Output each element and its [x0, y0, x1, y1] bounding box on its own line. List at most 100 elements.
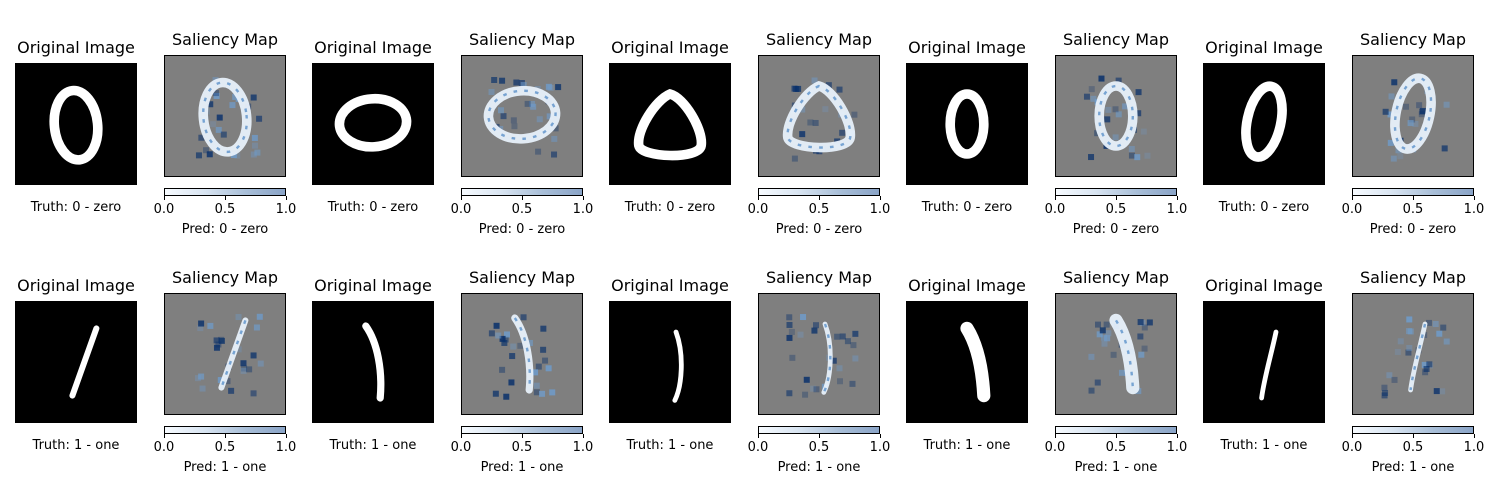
colorbar-tick-label: 0.5: [511, 440, 533, 455]
colorbar-tick-mark: [1116, 196, 1117, 200]
truth-label: Truth: 1 - one: [626, 438, 714, 453]
saliency-map: [461, 55, 583, 177]
colorbar-tick-mark: [225, 196, 226, 200]
truth-label: Truth: 0 - zero: [327, 200, 419, 215]
saliency-map-title: Saliency Map: [766, 30, 872, 49]
original-image-title: Original Image: [908, 38, 1026, 57]
colorbar-tick-mark: [522, 434, 523, 438]
colorbar-tick-mark: [1116, 434, 1117, 438]
original-image-title: Original Image: [908, 276, 1026, 295]
colorbar-tick-label: 0.0: [1044, 440, 1066, 455]
original-image: [15, 301, 137, 423]
original-image-title: Original Image: [17, 276, 135, 295]
original-image-title: Original Image: [17, 38, 135, 57]
colorbar: [1055, 426, 1177, 434]
original-image-title: Original Image: [314, 38, 432, 57]
colorbar-tick-mark: [819, 196, 820, 200]
pred-label: Pred: 1 - one: [183, 460, 267, 475]
colorbar-tick-mark: [1055, 196, 1056, 200]
original-image: [609, 63, 731, 185]
original-image: [609, 301, 731, 423]
truth-label: Truth: 0 - zero: [624, 200, 716, 215]
colorbar-tick-mark: [880, 196, 881, 200]
colorbar-tick-label: 0.5: [214, 202, 236, 217]
colorbar-tick-mark: [1352, 434, 1353, 438]
pred-label: Pred: 1 - one: [777, 460, 861, 475]
pred-label: Pred: 1 - one: [480, 460, 564, 475]
colorbar-tick-mark: [1055, 434, 1056, 438]
colorbar-tick-mark: [522, 196, 523, 200]
colorbar-tick-label: 0.5: [1402, 202, 1424, 217]
colorbar: [758, 188, 880, 196]
colorbar-tick-mark: [1413, 196, 1414, 200]
colorbar-tick-mark: [225, 434, 226, 438]
colorbar-tick-label: 0.0: [1341, 202, 1363, 217]
pred-label: Pred: 0 - zero: [1369, 222, 1457, 237]
original-image-title: Original Image: [1205, 276, 1323, 295]
truth-label: Truth: 0 - zero: [1218, 200, 1310, 215]
colorbar-tick-label: 0.0: [450, 440, 472, 455]
colorbar-tick-label: 0.5: [808, 440, 830, 455]
saliency-map-title: Saliency Map: [766, 268, 872, 287]
colorbar-tick-label: 0.0: [153, 202, 175, 217]
saliency-map: [1055, 55, 1177, 177]
original-image: [312, 301, 434, 423]
saliency-map: [1055, 293, 1177, 415]
colorbar-tick-label: 1.0: [1166, 440, 1188, 455]
colorbar-tick-label: 1.0: [1166, 202, 1188, 217]
colorbar-tick-mark: [164, 434, 165, 438]
original-image-title: Original Image: [611, 276, 729, 295]
colorbar-tick-label: 1.0: [1463, 440, 1485, 455]
colorbar-tick-mark: [461, 434, 462, 438]
colorbar-tick-mark: [583, 434, 584, 438]
saliency-map-title: Saliency Map: [1063, 30, 1169, 49]
colorbar-tick-label: 0.5: [1105, 440, 1127, 455]
saliency-map: [1352, 55, 1474, 177]
colorbar-tick-label: 1.0: [275, 440, 297, 455]
colorbar: [164, 188, 286, 196]
truth-label: Truth: 0 - zero: [30, 200, 122, 215]
colorbar-tick-label: 1.0: [869, 202, 891, 217]
colorbar: [1352, 426, 1474, 434]
colorbar-tick-label: 0.0: [153, 440, 175, 455]
colorbar: [1055, 188, 1177, 196]
colorbar-tick-label: 0.5: [214, 440, 236, 455]
saliency-map: [758, 293, 880, 415]
colorbar-tick-label: 1.0: [572, 440, 594, 455]
pred-label: Pred: 0 - zero: [478, 222, 566, 237]
colorbar-tick-mark: [880, 434, 881, 438]
original-image: [1203, 63, 1325, 185]
colorbar-tick-label: 1.0: [572, 202, 594, 217]
colorbar-tick-label: 0.0: [1044, 202, 1066, 217]
colorbar: [461, 188, 583, 196]
colorbar-tick-mark: [1413, 434, 1414, 438]
colorbar-tick-label: 0.5: [511, 202, 533, 217]
pred-label: Pred: 0 - zero: [181, 222, 269, 237]
colorbar-tick-label: 0.5: [808, 202, 830, 217]
saliency-map-title: Saliency Map: [1360, 268, 1466, 287]
original-image-title: Original Image: [1205, 38, 1323, 57]
colorbar-tick-mark: [461, 196, 462, 200]
colorbar: [164, 426, 286, 434]
saliency-map-title: Saliency Map: [469, 30, 575, 49]
colorbar-tick-mark: [583, 196, 584, 200]
colorbar-tick-label: 1.0: [869, 440, 891, 455]
colorbar-tick-mark: [1177, 434, 1178, 438]
pred-label: Pred: 0 - zero: [1072, 222, 1160, 237]
colorbar-tick-mark: [1474, 434, 1475, 438]
original-image-title: Original Image: [314, 276, 432, 295]
saliency-map: [164, 55, 286, 177]
truth-label: Truth: 1 - one: [923, 438, 1011, 453]
pred-label: Pred: 0 - zero: [775, 222, 863, 237]
pred-label: Pred: 1 - one: [1074, 460, 1158, 475]
original-image: [15, 63, 137, 185]
pred-label: Pred: 1 - one: [1371, 460, 1455, 475]
colorbar-tick-label: 0.0: [747, 440, 769, 455]
colorbar-tick-mark: [1177, 196, 1178, 200]
colorbar-tick-label: 0.5: [1105, 202, 1127, 217]
colorbar-tick-mark: [758, 196, 759, 200]
original-image: [906, 63, 1028, 185]
saliency-map-title: Saliency Map: [172, 268, 278, 287]
colorbar-tick-label: 0.5: [1402, 440, 1424, 455]
colorbar-tick-mark: [1352, 196, 1353, 200]
